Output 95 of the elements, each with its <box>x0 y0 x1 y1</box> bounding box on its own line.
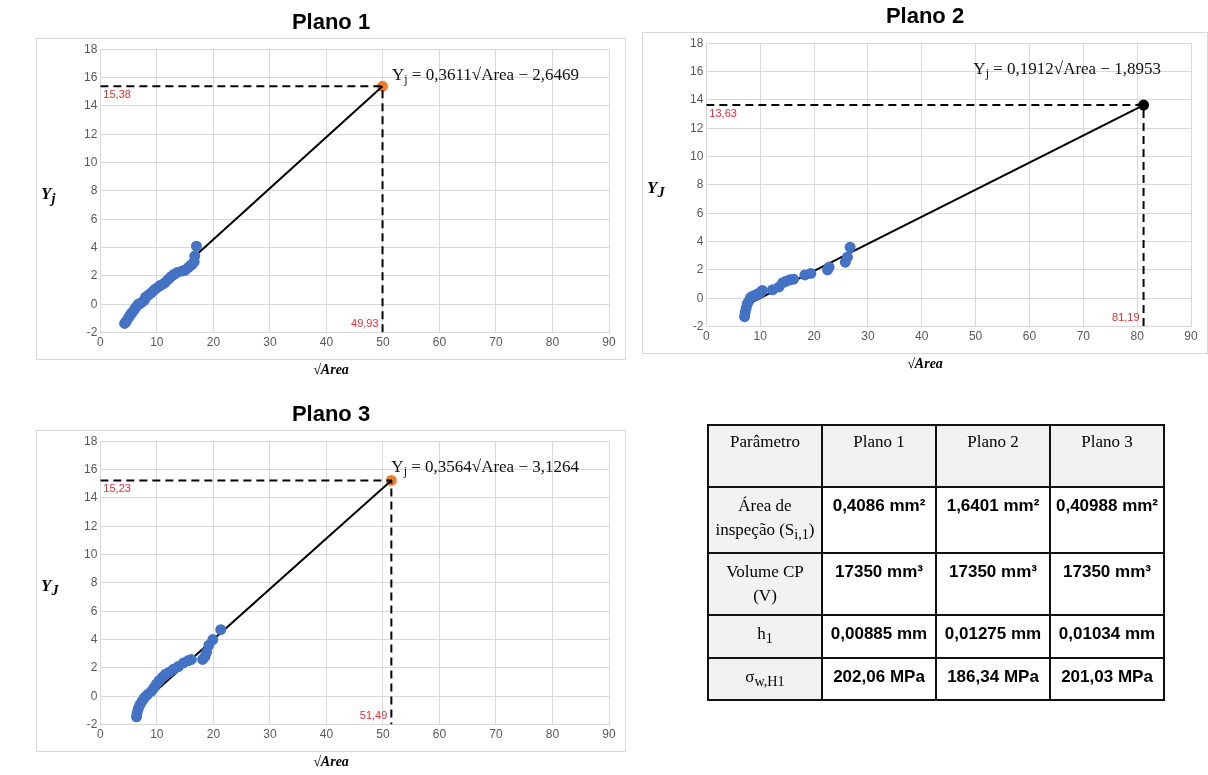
y-axis-title: Y$_{J}$ <box>647 178 665 202</box>
x-tick-label: 50 <box>376 335 390 350</box>
annotation: 49,93 <box>351 317 379 330</box>
x-tick-label: 20 <box>807 329 822 344</box>
x-tick-label: 10 <box>753 329 768 344</box>
x-tick-label: 20 <box>206 727 221 742</box>
x-tick-label: 10 <box>150 335 164 350</box>
y-axis-title: Y$_{J}$ <box>41 576 59 600</box>
x-tick-label: 80 <box>545 335 560 350</box>
y-tick-label: 8 <box>90 575 98 590</box>
text: 202,06 MPa <box>833 666 925 686</box>
annotation: 13,63 <box>709 106 737 119</box>
x-tick-label: 40 <box>915 329 929 344</box>
x-axis-title: √Area <box>312 362 350 378</box>
chart-title: Plano 2 <box>884 2 966 30</box>
y-tick-label: 0 <box>90 688 98 703</box>
x-tick-label: 90 <box>1184 329 1198 344</box>
y-tick-label: 12 <box>83 126 98 141</box>
x-tick-label: 40 <box>319 335 334 350</box>
text: 201,03 MPa <box>1061 666 1153 686</box>
annotation: 51,49 <box>359 709 388 722</box>
annotation: 81,19 <box>1112 311 1140 324</box>
x-tick-label: 90 <box>602 335 616 350</box>
x-tick-label: 90 <box>602 727 616 742</box>
y-tick-label: 6 <box>90 211 98 226</box>
y-tick-label: 14 <box>689 92 704 107</box>
y-axis-title: Y$_{j}$ <box>41 184 56 208</box>
annotation: 15,23 <box>103 481 131 494</box>
category-label: σ$_{w,H1}$ <box>745 666 785 690</box>
x-tick-label: 60 <box>1022 329 1037 344</box>
category-label: Plano 3 <box>1050 425 1164 487</box>
x-tick-label: 30 <box>861 329 875 344</box>
y-tick-label: 12 <box>83 518 98 533</box>
category-label: Área de inspeção (S$_{i,1}$) <box>715 496 815 543</box>
text: 0,4086 mm² <box>832 496 926 515</box>
x-tick-label: 60 <box>432 335 447 350</box>
y-tick-label: 10 <box>83 154 98 169</box>
chart-title: Plano 3 <box>290 400 372 428</box>
text: 0,01034 mm <box>1058 624 1156 644</box>
text: 0,01275 mm <box>944 624 1042 644</box>
y-tick-label: 14 <box>83 490 98 505</box>
y-tick-label: 10 <box>83 546 98 561</box>
x-tick-label: 70 <box>489 335 503 350</box>
text: 0,00885 mm <box>830 624 928 644</box>
category-label: Volume CP (V) <box>726 562 804 606</box>
text: 1,6401 mm² <box>946 496 1040 515</box>
y-tick-label: 2 <box>696 262 704 277</box>
chart-title: Plano 1 <box>290 8 372 36</box>
y-tick-label: 18 <box>689 35 704 50</box>
text: 17350 mm³ <box>949 562 1037 582</box>
y-tick-label: 4 <box>90 239 98 254</box>
x-axis-title: √Area <box>906 356 944 372</box>
y-tick-label: 16 <box>83 461 98 476</box>
x-tick-label: 30 <box>263 335 277 350</box>
y-tick-label: 2 <box>90 268 98 283</box>
text: 186,34 MPa <box>947 666 1039 686</box>
y-tick-label: 10 <box>689 148 704 163</box>
text: 0,40988 mm² <box>1055 496 1159 515</box>
y-tick-label: 18 <box>83 433 98 448</box>
category-label: h$_{1}$ <box>757 624 773 647</box>
y-tick-label: 12 <box>689 120 704 135</box>
x-tick-label: 70 <box>489 727 503 742</box>
x-tick-label: 50 <box>968 329 983 344</box>
y-tick-label: -2 <box>86 716 98 731</box>
text: 17350 mm³ <box>1063 562 1151 582</box>
y-tick-label: 0 <box>696 290 704 305</box>
category-label: Plano 2 <box>936 425 1050 487</box>
y-tick-label: 2 <box>90 660 98 675</box>
y-tick-label: 4 <box>90 631 98 646</box>
x-axis-title: √Area <box>312 754 350 770</box>
x-tick-label: 70 <box>1076 329 1091 344</box>
annotation: 15,38 <box>103 87 131 100</box>
x-tick-label: 10 <box>150 727 164 742</box>
x-tick-label: 80 <box>545 727 560 742</box>
y-tick-label: 16 <box>689 63 704 78</box>
y-tick-label: -2 <box>86 324 98 339</box>
x-tick-label: 80 <box>1130 329 1145 344</box>
x-tick-label: 40 <box>319 727 334 742</box>
y-tick-label: 8 <box>90 183 98 198</box>
y-tick-label: 0 <box>90 296 98 311</box>
y-tick-label: 4 <box>696 233 704 248</box>
text: 17350 mm³ <box>835 562 923 582</box>
y-tick-label: 14 <box>83 98 98 113</box>
y-tick-label: 8 <box>696 177 704 192</box>
y-tick-label: -2 <box>692 318 704 333</box>
y-tick-label: 18 <box>83 41 98 56</box>
x-tick-label: 50 <box>376 727 390 742</box>
x-tick-label: 20 <box>206 335 221 350</box>
x-tick-label: 30 <box>263 727 277 742</box>
y-tick-label: 6 <box>696 205 704 220</box>
y-tick-label: 6 <box>90 603 98 618</box>
text: Parâmetro <box>708 425 822 487</box>
x-tick-label: 60 <box>432 727 447 742</box>
y-tick-label: 16 <box>83 69 98 84</box>
category-label: Plano 1 <box>822 425 936 487</box>
